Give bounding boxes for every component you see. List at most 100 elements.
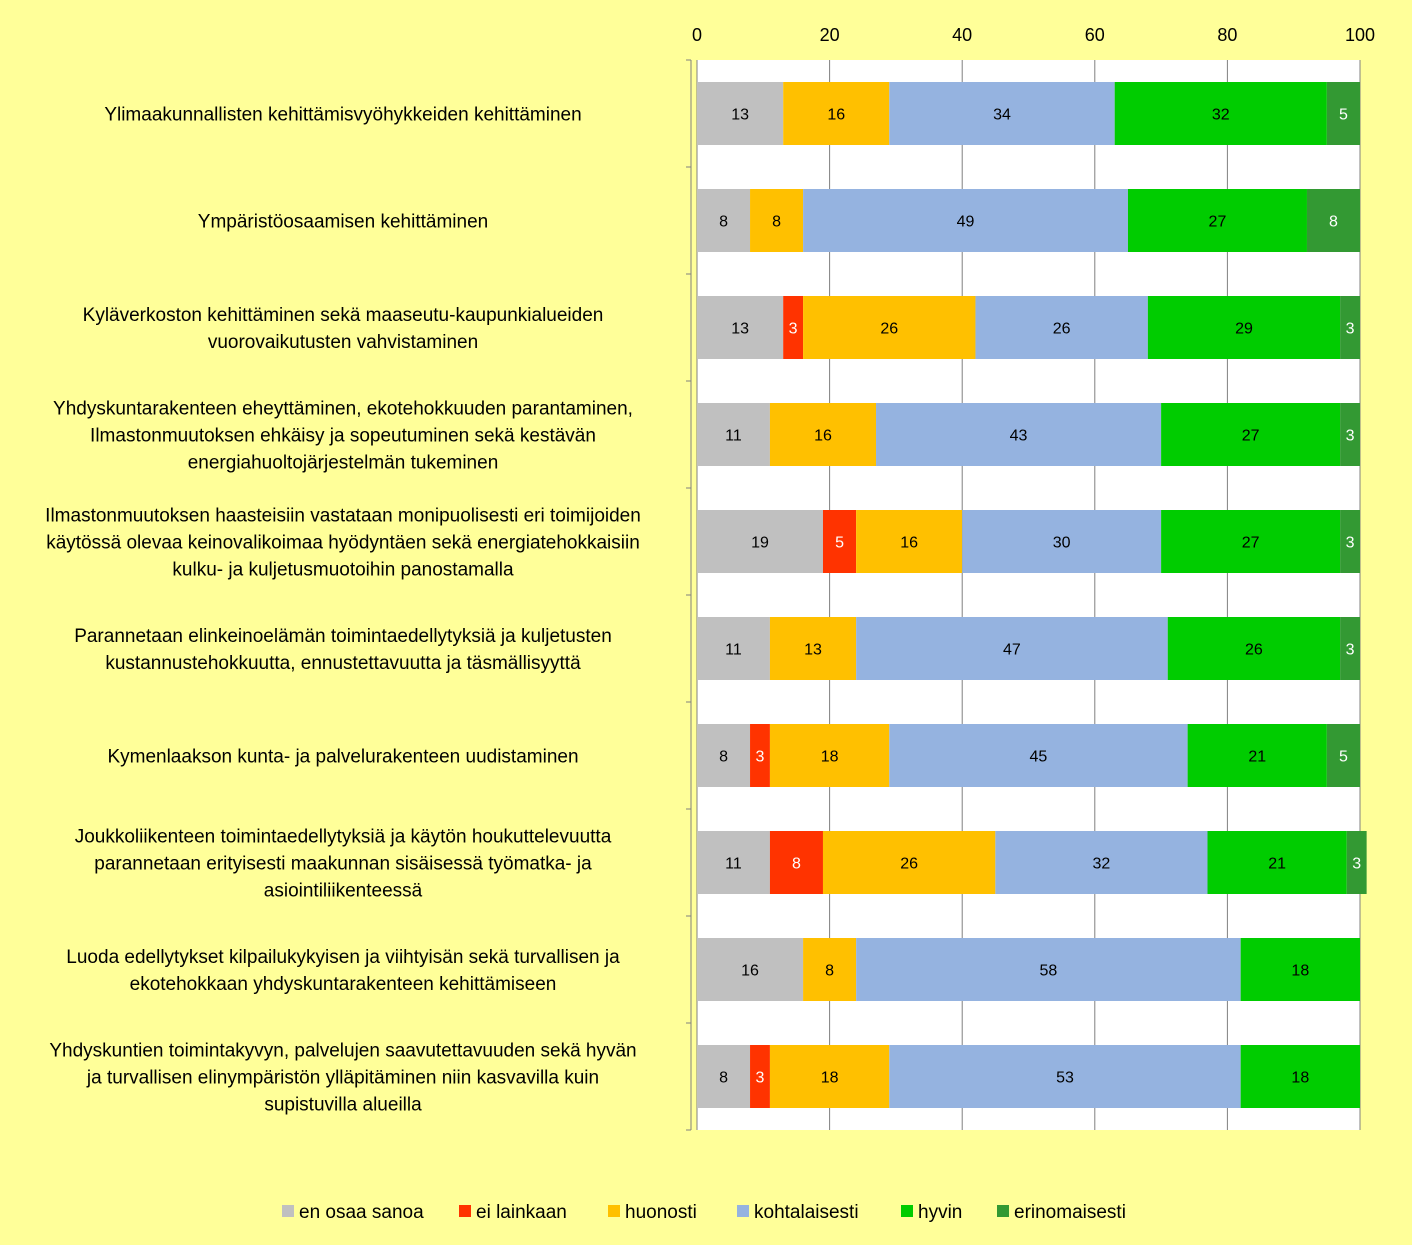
legend-swatch: [459, 1205, 471, 1217]
data-label: 3: [1346, 642, 1355, 659]
legend-label: hyvin: [918, 1202, 962, 1223]
legend-label: en osaa sanoa: [299, 1202, 424, 1223]
category-label: Yhdyskuntien toimintakyvyn, palvelujen s…: [49, 1041, 636, 1116]
data-label: 27: [1209, 214, 1227, 231]
data-label: 26: [1245, 642, 1263, 659]
data-label: 3: [789, 321, 798, 338]
category-label-line: ekotehokkaan yhdyskuntarakenteen kehittä…: [130, 974, 557, 995]
bars: 13 16 34 32 58 8 49 27 813 3 26 26 29 311 16 43 27 319 5 16…: [697, 82, 1367, 1108]
category-label-line: vuorovaikutusten vahvistaminen: [208, 332, 478, 353]
data-label: 13: [731, 107, 749, 124]
bar-segment: [697, 617, 770, 680]
data-label: 8: [1329, 214, 1338, 231]
bar-segment: [1161, 403, 1341, 466]
category-label-line: Ilmastonmuutoksen ehkäisy ja sopeutumine…: [90, 426, 596, 447]
bar-segment: [975, 296, 1148, 359]
data-label: 11: [725, 428, 742, 445]
bar-segment: [889, 1045, 1241, 1108]
category-label-line: Yhdyskuntien toimintakyvyn, palvelujen s…: [49, 1041, 636, 1062]
data-label: 18: [1291, 1070, 1309, 1087]
x-tick-label: 0: [692, 25, 702, 45]
bar-segment: [1240, 1045, 1360, 1108]
data-label: 11: [725, 642, 742, 659]
category-label-line: Kyläverkoston kehittäminen sekä maaseutu…: [83, 305, 604, 326]
legend-swatch: [901, 1205, 913, 1217]
bar-segment: [697, 938, 804, 1001]
data-label: 8: [719, 1070, 728, 1087]
category-labels: Ylimaakunnallisten kehittämisvyöhykkeide…: [45, 105, 641, 1116]
category-label: Kymenlaakson kunta- ja palvelurakenteen …: [107, 747, 578, 768]
bar-segment: [697, 296, 784, 359]
data-label: 3: [1346, 428, 1355, 445]
data-label: 26: [880, 321, 898, 338]
bar-segment: [783, 296, 804, 359]
category-label-line: supistuvilla alueilla: [264, 1095, 422, 1116]
data-label: 3: [1346, 535, 1355, 552]
data-label: 29: [1235, 321, 1253, 338]
bar-segment: [1340, 617, 1360, 680]
bar-segment: [769, 1045, 890, 1108]
category-label-line: käytössä olevaa keinovalikoimaa hyödyntä…: [46, 533, 640, 554]
category-label-line: Parannetaan elinkeinoelämän toimintaedel…: [74, 626, 612, 647]
data-label: 8: [719, 214, 728, 231]
bar-segment: [1187, 724, 1327, 787]
bar-segment: [856, 938, 1241, 1001]
bar-segment: [697, 82, 784, 145]
x-axis-ticks: 0 20 40 60 80 100: [692, 25, 1375, 45]
category-label-line: ja turvallisen elinympäristön ylläpitämi…: [86, 1068, 599, 1089]
bar-segment: [803, 296, 976, 359]
data-label: 18: [821, 749, 839, 766]
bar-segment: [783, 82, 890, 145]
bar-segment: [803, 938, 857, 1001]
bar-segment: [750, 189, 804, 252]
data-label: 19: [751, 535, 769, 552]
category-label: Yhdyskuntarakenteen eheyttäminen, ekoteh…: [53, 399, 633, 474]
data-label: 43: [1010, 428, 1028, 445]
bar-segment: [697, 189, 751, 252]
category-label-line: asiointiliikenteessä: [264, 881, 423, 902]
bar-segment: [750, 1045, 770, 1108]
bar-segment: [995, 831, 1208, 894]
legend-label: erinomaisesti: [1014, 1202, 1126, 1223]
bar-segment: [1167, 617, 1341, 680]
bar-segment: [1340, 510, 1360, 573]
bar-segment: [750, 724, 770, 787]
bar-segment: [769, 617, 857, 680]
category-label: Ylimaakunnallisten kehittämisvyöhykkeide…: [104, 105, 581, 126]
legend-swatch: [997, 1205, 1009, 1217]
category-label: Kyläverkoston kehittäminen sekä maaseutu…: [83, 305, 604, 353]
category-label: Luoda edellytykset kilpailukykyisen ja v…: [66, 947, 620, 995]
bar-segment: [889, 724, 1188, 787]
bar-segment: [697, 403, 770, 466]
bar-segment: [856, 510, 963, 573]
data-label: 18: [821, 1070, 839, 1087]
data-label: 27: [1242, 535, 1260, 552]
legend-label: kohtalaisesti: [754, 1202, 859, 1223]
bar-segment: [769, 724, 890, 787]
data-label: 16: [900, 535, 918, 552]
data-label: 26: [1053, 321, 1071, 338]
data-label: 32: [1212, 107, 1230, 124]
data-label: 27: [1242, 428, 1260, 445]
bar-segment: [769, 831, 823, 894]
data-label: 3: [756, 749, 765, 766]
bar-segment: [697, 831, 770, 894]
legend: en osaa sanoa ei lainkaan huonosti kohtalai…: [282, 1202, 1126, 1223]
bar-segment: [1340, 296, 1360, 359]
bar-segment: [822, 510, 857, 573]
x-tick-label: 100: [1345, 25, 1375, 45]
data-label: 13: [804, 642, 822, 659]
bar-segment: [1127, 189, 1307, 252]
category-label-line: kustannustehokkuutta, ennustettavuutta j…: [105, 653, 581, 674]
data-label: 8: [792, 856, 801, 873]
legend-swatch: [737, 1205, 749, 1217]
category-label-line: Ilmastonmuutoksen haasteisiin vastataan …: [45, 506, 641, 527]
legend-label: huonosti: [625, 1202, 697, 1223]
data-label: 58: [1039, 963, 1057, 980]
bar-segment: [1161, 510, 1341, 573]
category-label: Ympäristöosaamisen kehittäminen: [198, 212, 488, 233]
data-label: 34: [993, 107, 1011, 124]
bar-segment: [1114, 82, 1327, 145]
data-label: 49: [957, 214, 975, 231]
bar-segment: [889, 82, 1115, 145]
